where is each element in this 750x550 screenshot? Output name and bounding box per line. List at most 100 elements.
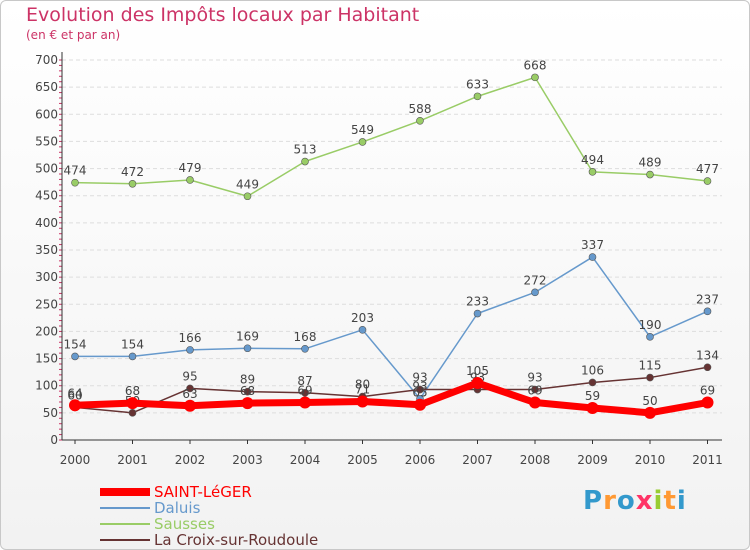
logo-letter: x: [635, 486, 654, 516]
data-point: [128, 352, 137, 361]
data-label: 272: [524, 273, 547, 287]
data-point: [299, 396, 311, 409]
proxiti-logo: Proxiti: [583, 486, 687, 516]
data-point: [184, 399, 196, 412]
y-tick-label: 350: [35, 243, 58, 257]
data-label: 50: [642, 394, 657, 408]
legend-label: SAINT-LéGER: [154, 483, 252, 501]
data-point: [356, 395, 369, 408]
data-label: 494: [581, 153, 604, 167]
data-label: 166: [179, 331, 202, 345]
series-line: [74, 379, 709, 417]
data-point: [588, 253, 597, 261]
data-point: [586, 401, 599, 414]
legend-label: La Croix-sur-Roudoule: [154, 531, 319, 549]
data-point: [128, 179, 137, 188]
y-tick-label: 700: [35, 53, 58, 67]
series-line: [75, 256, 708, 400]
data-point: [186, 384, 194, 393]
logo-letter: t: [663, 486, 677, 516]
logo-letter: P: [583, 486, 604, 516]
data-label: 489: [639, 156, 662, 170]
y-tick-label: 600: [35, 107, 58, 121]
data-label: 69: [527, 384, 542, 398]
chart-subtitle: (en € et par an): [26, 28, 121, 42]
data-point: [416, 117, 424, 125]
y-tick-label: 500: [35, 162, 58, 176]
data-point: [186, 346, 194, 354]
y-tick-label: 250: [35, 297, 58, 311]
data-point: [703, 363, 712, 372]
data-label: 477: [696, 162, 719, 176]
series-line: [74, 76, 708, 198]
x-tick-label: 2000: [60, 453, 91, 467]
data-label: 106: [581, 363, 604, 377]
data-label: 169: [236, 329, 259, 343]
data-label: 89: [240, 373, 255, 387]
data-point: [416, 385, 424, 394]
y-tick-label: 200: [35, 324, 58, 338]
data-point: [71, 178, 79, 187]
x-tick-label: 2003: [232, 453, 263, 467]
data-point: [69, 399, 81, 412]
y-tick-label: 300: [35, 270, 58, 284]
data-label: 93: [412, 371, 427, 385]
data-point: [703, 177, 712, 185]
data-point: [473, 92, 482, 101]
x-tick-label: 2007: [462, 453, 493, 467]
data-label: 105: [466, 364, 489, 378]
data-point: [301, 157, 309, 166]
y-tick-label: 550: [35, 134, 58, 148]
data-point: [646, 333, 654, 341]
data-label: 93: [527, 371, 542, 385]
data-point: [126, 397, 139, 410]
data-label: 474: [64, 164, 87, 178]
data-label: 71: [355, 382, 370, 396]
data-label: 69: [700, 384, 715, 398]
data-label: 64: [67, 386, 82, 400]
data-label: 203: [351, 311, 374, 325]
data-point: [301, 344, 309, 353]
y-tick-label: 150: [35, 352, 58, 366]
x-tick-label: 2004: [290, 453, 321, 467]
legend-swatch: [100, 507, 150, 509]
data-label: 80: [355, 378, 370, 392]
legend-swatch: [100, 523, 150, 525]
data-point: [301, 388, 309, 397]
data-point: [243, 387, 252, 396]
data-label: 60: [67, 388, 82, 402]
x-tick-label: 2011: [692, 453, 723, 467]
data-label: 59: [585, 389, 600, 403]
data-label: 68: [240, 384, 255, 398]
data-point: [646, 170, 654, 179]
legend-label: Daluis: [154, 499, 201, 517]
data-point: [128, 409, 137, 417]
data-label: 472: [121, 165, 144, 179]
data-label: 87: [297, 374, 312, 388]
legend-label: Sausses: [154, 515, 215, 533]
data-label: 63: [182, 387, 197, 401]
data-point: [588, 378, 597, 387]
legend-swatch: [100, 488, 150, 496]
data-label: 337: [581, 238, 604, 252]
data-point: [531, 385, 539, 394]
x-tick-label: 2006: [405, 453, 436, 467]
data-point: [358, 325, 367, 334]
data-point: [646, 373, 654, 382]
data-point: [588, 168, 597, 176]
data-label: 549: [351, 123, 374, 137]
y-tick-label: 650: [35, 80, 58, 94]
x-tick-label: 2001: [117, 453, 148, 467]
data-point: [531, 288, 539, 297]
x-tick-label: 2008: [520, 453, 551, 467]
data-point: [243, 192, 252, 201]
data-point: [414, 398, 426, 411]
x-tick-label: 2010: [635, 453, 666, 467]
y-tick-label: 100: [35, 379, 58, 393]
data-point: [703, 307, 712, 316]
data-point: [241, 397, 254, 410]
logo-letter: r: [603, 486, 617, 516]
data-label: 479: [179, 161, 202, 175]
